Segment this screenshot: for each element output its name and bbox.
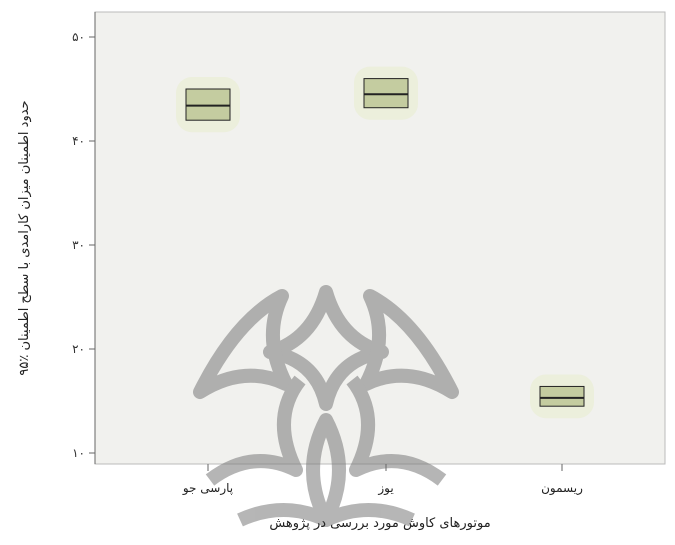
y-axis: ۱۰ ۲۰ ۳۰ ۴۰ ۵۰: [72, 30, 95, 460]
ci-box-group: [354, 66, 418, 120]
x-tick-label: ریسمون: [541, 481, 583, 496]
y-axis-title: حدود اطمینان میزان کارامدی با سطح اطمینا…: [17, 100, 32, 375]
x-axis: پارسی جو یوز ریسمون: [182, 464, 583, 496]
y-tick-label: ۳۰: [72, 238, 85, 252]
ci-box: [185, 88, 231, 121]
chart-marks: [176, 66, 594, 419]
y-tick-label: ۲۰: [72, 342, 85, 356]
y-tick-label: ۵۰: [72, 30, 85, 44]
x-axis-title: موتورهای کاوش مورد بررسی در پژوهش: [269, 516, 490, 531]
y-tick-label: ۴۰: [72, 134, 85, 148]
y-tick-label: ۱۰: [72, 446, 85, 460]
x-tick-label: پارسی جو: [182, 481, 233, 496]
x-tick-label: یوز: [377, 481, 393, 496]
ci-box: [539, 385, 585, 407]
ci-box: [363, 78, 409, 109]
watermark-logo: [193, 285, 459, 527]
ci-box-group: [176, 77, 240, 133]
ci-box-group: [530, 374, 594, 419]
